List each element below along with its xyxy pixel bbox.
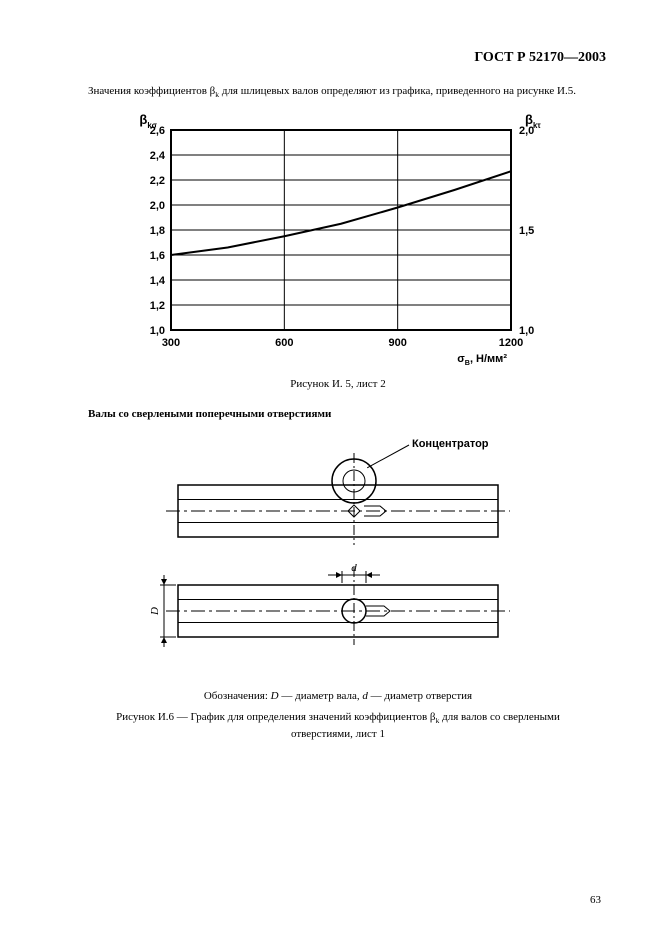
svg-text:2,4: 2,4 (150, 150, 166, 162)
fig6-line1a: Рисунок И.6 — График для определения зна… (116, 711, 435, 723)
page-number: 63 (590, 894, 601, 906)
fig6-caption: Рисунок И.6 — График для определения зна… (70, 710, 606, 741)
figure-i6-diagram: Концентратор d D (148, 430, 528, 680)
subhead-drilled: Валы со сверлеными поперечными отверстия… (70, 408, 606, 420)
fig5-caption: Рисунок И. 5, лист 2 (70, 378, 606, 390)
svg-text:1,5: 1,5 (519, 225, 534, 237)
legend-d-txt: — диаметр отверстия (368, 690, 472, 702)
svg-text:1,4: 1,4 (150, 275, 166, 287)
svg-text:300: 300 (162, 337, 180, 349)
svg-text:D: D (149, 607, 161, 616)
fig6-line1b: для валов со сверлеными (439, 711, 559, 723)
svg-text:2,2: 2,2 (150, 175, 165, 187)
figure-legend: Обозначения: D — диаметр вала, d — диаме… (70, 690, 606, 702)
svg-text:Концентратор: Концентратор (412, 438, 489, 450)
legend-pre: Обозначения: (204, 690, 271, 702)
standard-header: ГОСТ Р 52170—2003 (70, 50, 606, 66)
intro-a: Значения коэффициентов β (88, 85, 215, 97)
legend-D-sym: D (271, 690, 279, 702)
svg-text:1,6: 1,6 (150, 250, 165, 262)
figure-i5-chart: 1,01,21,41,61,82,02,22,42,63006009001200… (123, 110, 553, 370)
svg-text:1,0: 1,0 (150, 325, 165, 337)
svg-text:1,0: 1,0 (519, 325, 534, 337)
svg-text:2,0: 2,0 (150, 200, 165, 212)
svg-text:d: d (351, 562, 357, 574)
svg-text:900: 900 (388, 337, 406, 349)
fig6-line2: отверстиями, лист 1 (291, 728, 385, 740)
svg-text:600: 600 (275, 337, 293, 349)
svg-text:σB, Н/мм²: σB, Н/мм² (457, 353, 507, 367)
intro-b: для шлицевых валов определяют из графика… (219, 85, 576, 97)
svg-text:1200: 1200 (499, 337, 523, 349)
intro-text: Значения коэффициентов βk для шлицевых в… (70, 84, 606, 100)
legend-D-txt: — диаметр вала, (279, 690, 363, 702)
svg-text:1,2: 1,2 (150, 300, 165, 312)
svg-text:1,8: 1,8 (150, 225, 165, 237)
